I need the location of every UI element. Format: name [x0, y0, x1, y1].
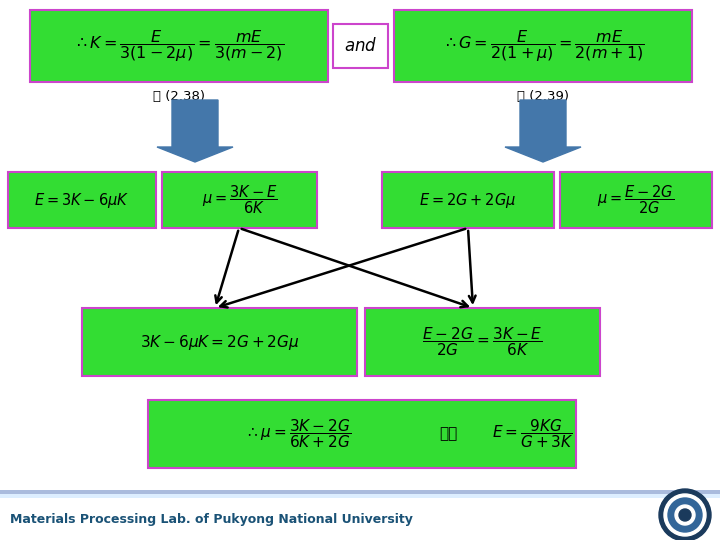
Text: 또는: 또는: [439, 427, 457, 442]
FancyBboxPatch shape: [8, 172, 156, 228]
FancyBboxPatch shape: [148, 400, 576, 468]
Circle shape: [659, 489, 711, 540]
Text: $\therefore G = \dfrac{E}{2(1+\mu)} = \dfrac{mE}{2(m+1)}$: $\therefore G = \dfrac{E}{2(1+\mu)} = \d…: [441, 28, 644, 64]
Circle shape: [679, 509, 691, 521]
FancyBboxPatch shape: [394, 10, 692, 82]
Text: Materials Processing Lab. of Pukyong National University: Materials Processing Lab. of Pukyong Nat…: [10, 514, 413, 526]
Text: $\therefore K = \dfrac{E}{3(1-2\mu)} = \dfrac{mE}{3(m-2)}$: $\therefore K = \dfrac{E}{3(1-2\mu)} = \…: [73, 28, 284, 64]
Text: $and$: $and$: [344, 37, 377, 55]
Bar: [0, 490, 720, 494]
FancyBboxPatch shape: [333, 24, 388, 68]
Text: 식 (2.38): 식 (2.38): [153, 90, 205, 103]
Text: $\mu = \dfrac{E-2G}{2G}$: $\mu = \dfrac{E-2G}{2G}$: [598, 184, 675, 217]
Text: 식 (2.39): 식 (2.39): [517, 90, 569, 103]
Text: $\dfrac{E-2G}{2G} = \dfrac{3K-E}{6K}$: $\dfrac{E-2G}{2G} = \dfrac{3K-E}{6K}$: [422, 326, 543, 359]
Text: $E = 2G + 2G\mu$: $E = 2G + 2G\mu$: [420, 191, 516, 210]
FancyBboxPatch shape: [30, 10, 328, 82]
Circle shape: [668, 498, 702, 532]
Polygon shape: [505, 100, 581, 162]
Text: $\mu = \dfrac{3K-E}{6K}$: $\mu = \dfrac{3K-E}{6K}$: [202, 184, 277, 217]
FancyBboxPatch shape: [82, 308, 357, 376]
Text: $E = 3K - 6\mu K$: $E = 3K - 6\mu K$: [35, 191, 130, 210]
Bar: [0, 494, 720, 498]
Circle shape: [675, 505, 695, 525]
FancyBboxPatch shape: [365, 308, 600, 376]
FancyBboxPatch shape: [162, 172, 317, 228]
Polygon shape: [157, 100, 233, 162]
Text: $\therefore \mu = \dfrac{3K-2G}{6K+2G}$: $\therefore \mu = \dfrac{3K-2G}{6K+2G}$: [245, 417, 351, 450]
FancyBboxPatch shape: [560, 172, 712, 228]
Text: $3K - 6\mu K = 2G + 2G\mu$: $3K - 6\mu K = 2G + 2G\mu$: [140, 333, 300, 352]
Text: $E = \dfrac{9KG}{G+3K}$: $E = \dfrac{9KG}{G+3K}$: [492, 417, 574, 450]
Circle shape: [664, 494, 706, 536]
FancyBboxPatch shape: [382, 172, 554, 228]
